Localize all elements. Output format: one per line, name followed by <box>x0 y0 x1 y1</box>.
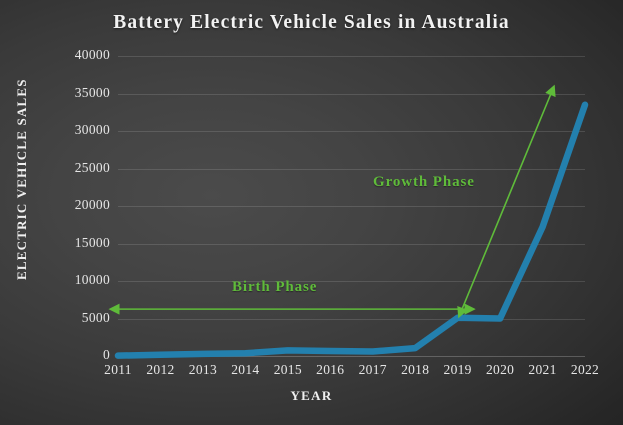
x-axis-tick-label: 2015 <box>273 362 302 377</box>
gridline <box>118 206 585 207</box>
y-axis-tick-label: 35000 <box>74 84 110 100</box>
y-axis-tick-label: 30000 <box>74 122 110 137</box>
x-axis-tick-label: 2011 <box>104 362 132 377</box>
x-axis-tick-label: 2012 <box>146 362 175 377</box>
x-axis-tick-label: 2020 <box>485 362 515 377</box>
x-axis-tick-label: 2019 <box>443 362 472 377</box>
x-axis-tick-label: 2021 <box>528 362 557 377</box>
gridline <box>118 318 585 320</box>
annotation-label-growth-phase: Growth Phase <box>373 174 475 190</box>
y-axis-tick-label: 15000 <box>74 234 110 250</box>
y-axis-tick-label: 20000 <box>74 197 110 212</box>
annotation-arrow-growth-phase <box>457 84 556 319</box>
gridline <box>118 356 585 357</box>
gridline <box>118 93 585 95</box>
y-axis-tick-label: 10000 <box>74 272 110 287</box>
chart-title: Battery Electric Vehicle Sales in Austra… <box>113 12 510 33</box>
x-axis-tick-label: 2014 <box>231 362 260 377</box>
y-axis-tick-label: 40000 <box>74 47 110 62</box>
gridline <box>118 56 585 57</box>
x-axis-tick-labels: 2011 2012 2013 2014 2015 2016 2017 2018 2019 2020… <box>104 362 599 382</box>
y-axis-tick-label: 0 <box>102 347 110 362</box>
x-axis-tick-label: 2022 <box>570 362 600 377</box>
x-axis-tick-label: 2018 <box>401 362 430 377</box>
plot-area <box>118 56 585 357</box>
gridline <box>118 168 585 170</box>
y-axis-tick-label: 5000 <box>81 309 110 325</box>
y-axis-tick-labels: 0 5000 10000 15000 20000 25000 30000 35000 40000 <box>36 47 110 362</box>
x-axis-tick-label: 2013 <box>188 362 217 377</box>
x-axis-tick-label: 2016 <box>316 362 345 377</box>
gridline <box>118 281 585 282</box>
gridline <box>118 131 585 132</box>
x-axis-title: YEAR <box>290 388 333 403</box>
y-axis-tick-label: 25000 <box>74 159 110 175</box>
gridline <box>118 243 585 245</box>
annotation-label-birth-phase: Birth Phase <box>232 279 318 295</box>
x-axis-tick-label: 2017 <box>358 362 387 377</box>
